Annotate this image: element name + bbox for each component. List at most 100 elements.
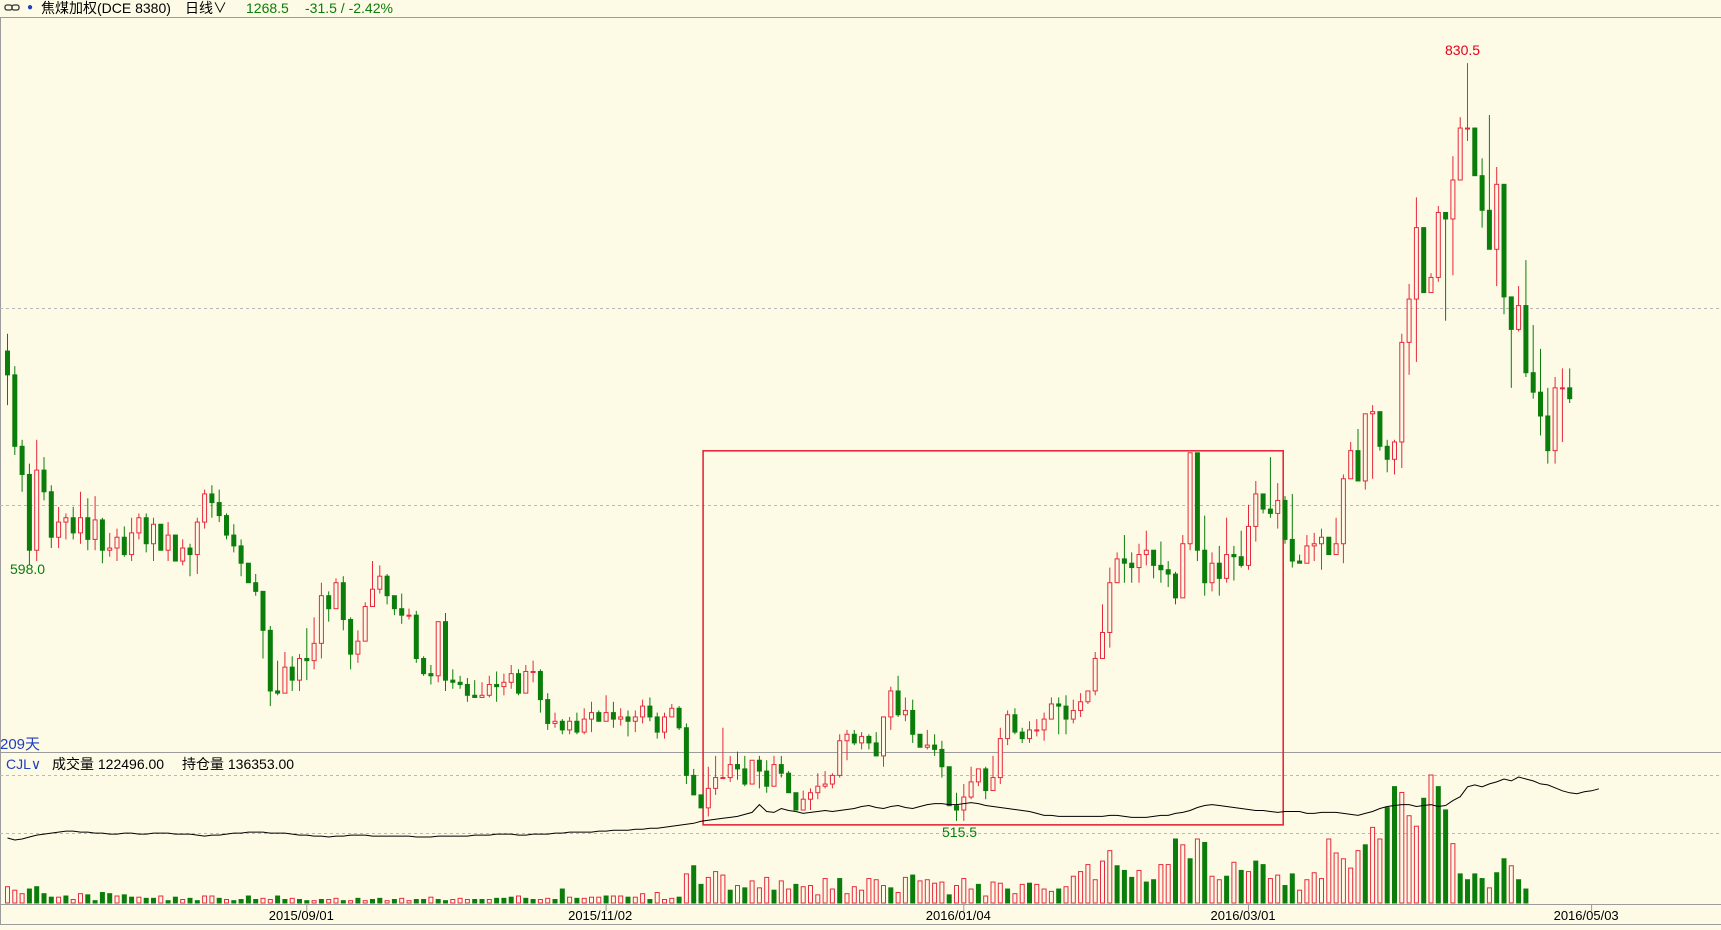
candle [581,708,587,735]
price-change: -31.5 / -2.42% [305,0,393,16]
volume-bar [662,899,667,904]
candle-body [1216,562,1222,579]
candle-body [1187,452,1193,545]
candle [786,771,792,794]
volume-bar [676,896,682,904]
volume-bar [260,897,266,904]
volume-bar [1399,791,1405,904]
candle-body [1399,341,1405,443]
candle [1224,517,1230,583]
period-dropdown[interactable]: 日线∨ [185,0,227,16]
candle [727,755,733,782]
volume-bar [1392,786,1397,904]
candle-body [311,642,317,662]
candle-body [1538,391,1543,417]
volume-bar [1457,873,1463,904]
candle [435,621,441,683]
volume-bar [837,878,843,904]
candle-body [1085,690,1091,703]
volume-bar [1508,865,1514,904]
oi-line [7,776,1600,841]
candle [888,686,894,730]
volume-bar [479,899,485,904]
volume-bar [435,899,441,904]
candle-body [968,781,974,798]
volume-bar [1267,878,1273,904]
candle [486,675,492,698]
candle-body [318,595,324,644]
candle [362,602,368,642]
candle [1034,719,1040,737]
candle [902,697,908,722]
candle [1450,156,1456,276]
volume-bar [691,865,697,904]
volume-bar [1450,843,1456,904]
candle-body [808,792,813,800]
link-icon[interactable] [4,1,20,17]
volume-bar [786,888,792,904]
candle-body [764,770,770,787]
candle-body [165,534,171,551]
candle-body [1501,183,1507,298]
candle [997,727,1003,785]
volume-bar [340,900,346,904]
volume-bar [822,878,828,904]
volume-bar [1501,858,1507,904]
volume-bar [326,899,332,904]
candle-body [1173,573,1178,599]
candle-body [1202,549,1208,584]
candle [808,788,813,811]
candle [968,766,974,800]
candle-body [1034,729,1040,732]
candle-body [530,670,536,673]
volume-bar [355,897,361,904]
candle-body [1450,179,1456,220]
candle [1567,368,1573,403]
volume-bar [494,897,500,904]
candle-body [501,681,507,688]
volume-bar [12,889,18,904]
candle [333,578,339,610]
volume-bar [851,886,857,904]
candle [1180,535,1186,599]
indicator-dropdown[interactable]: CJL∨ [6,755,41,773]
candle [450,669,456,689]
volume-bar [749,880,755,904]
candle [1501,183,1507,315]
candle-body [654,716,660,733]
candle-body [851,733,857,744]
candle-body [713,777,719,789]
candle [501,673,507,696]
candle-body [260,590,266,631]
candle [1282,496,1288,544]
candle [1377,411,1383,451]
volume-bar [1333,852,1339,904]
volume-bar [143,897,149,904]
volume-bar [165,900,171,904]
candle [508,664,514,689]
volume-bar [180,899,186,904]
candle-body [1545,415,1551,452]
volume-bar [742,887,748,904]
volume-bar [516,895,521,904]
volume-bar [1479,878,1485,904]
candle [158,523,164,551]
candle-body [603,712,609,722]
chevron-down-icon: ∨ [213,0,227,16]
candle [669,703,675,718]
candle [340,576,346,631]
volume-bar [333,897,339,904]
volume-bar [1070,875,1076,904]
candle-body [800,798,806,811]
volume-bar [574,897,580,904]
candle [494,671,500,702]
volume-bar [1494,872,1500,904]
candle [1260,493,1266,514]
candle [1362,413,1368,490]
volume-bar [41,893,47,904]
candle-body [1005,714,1011,740]
candle-body [472,694,478,698]
volume-bar [209,895,215,904]
candle [1348,441,1354,480]
